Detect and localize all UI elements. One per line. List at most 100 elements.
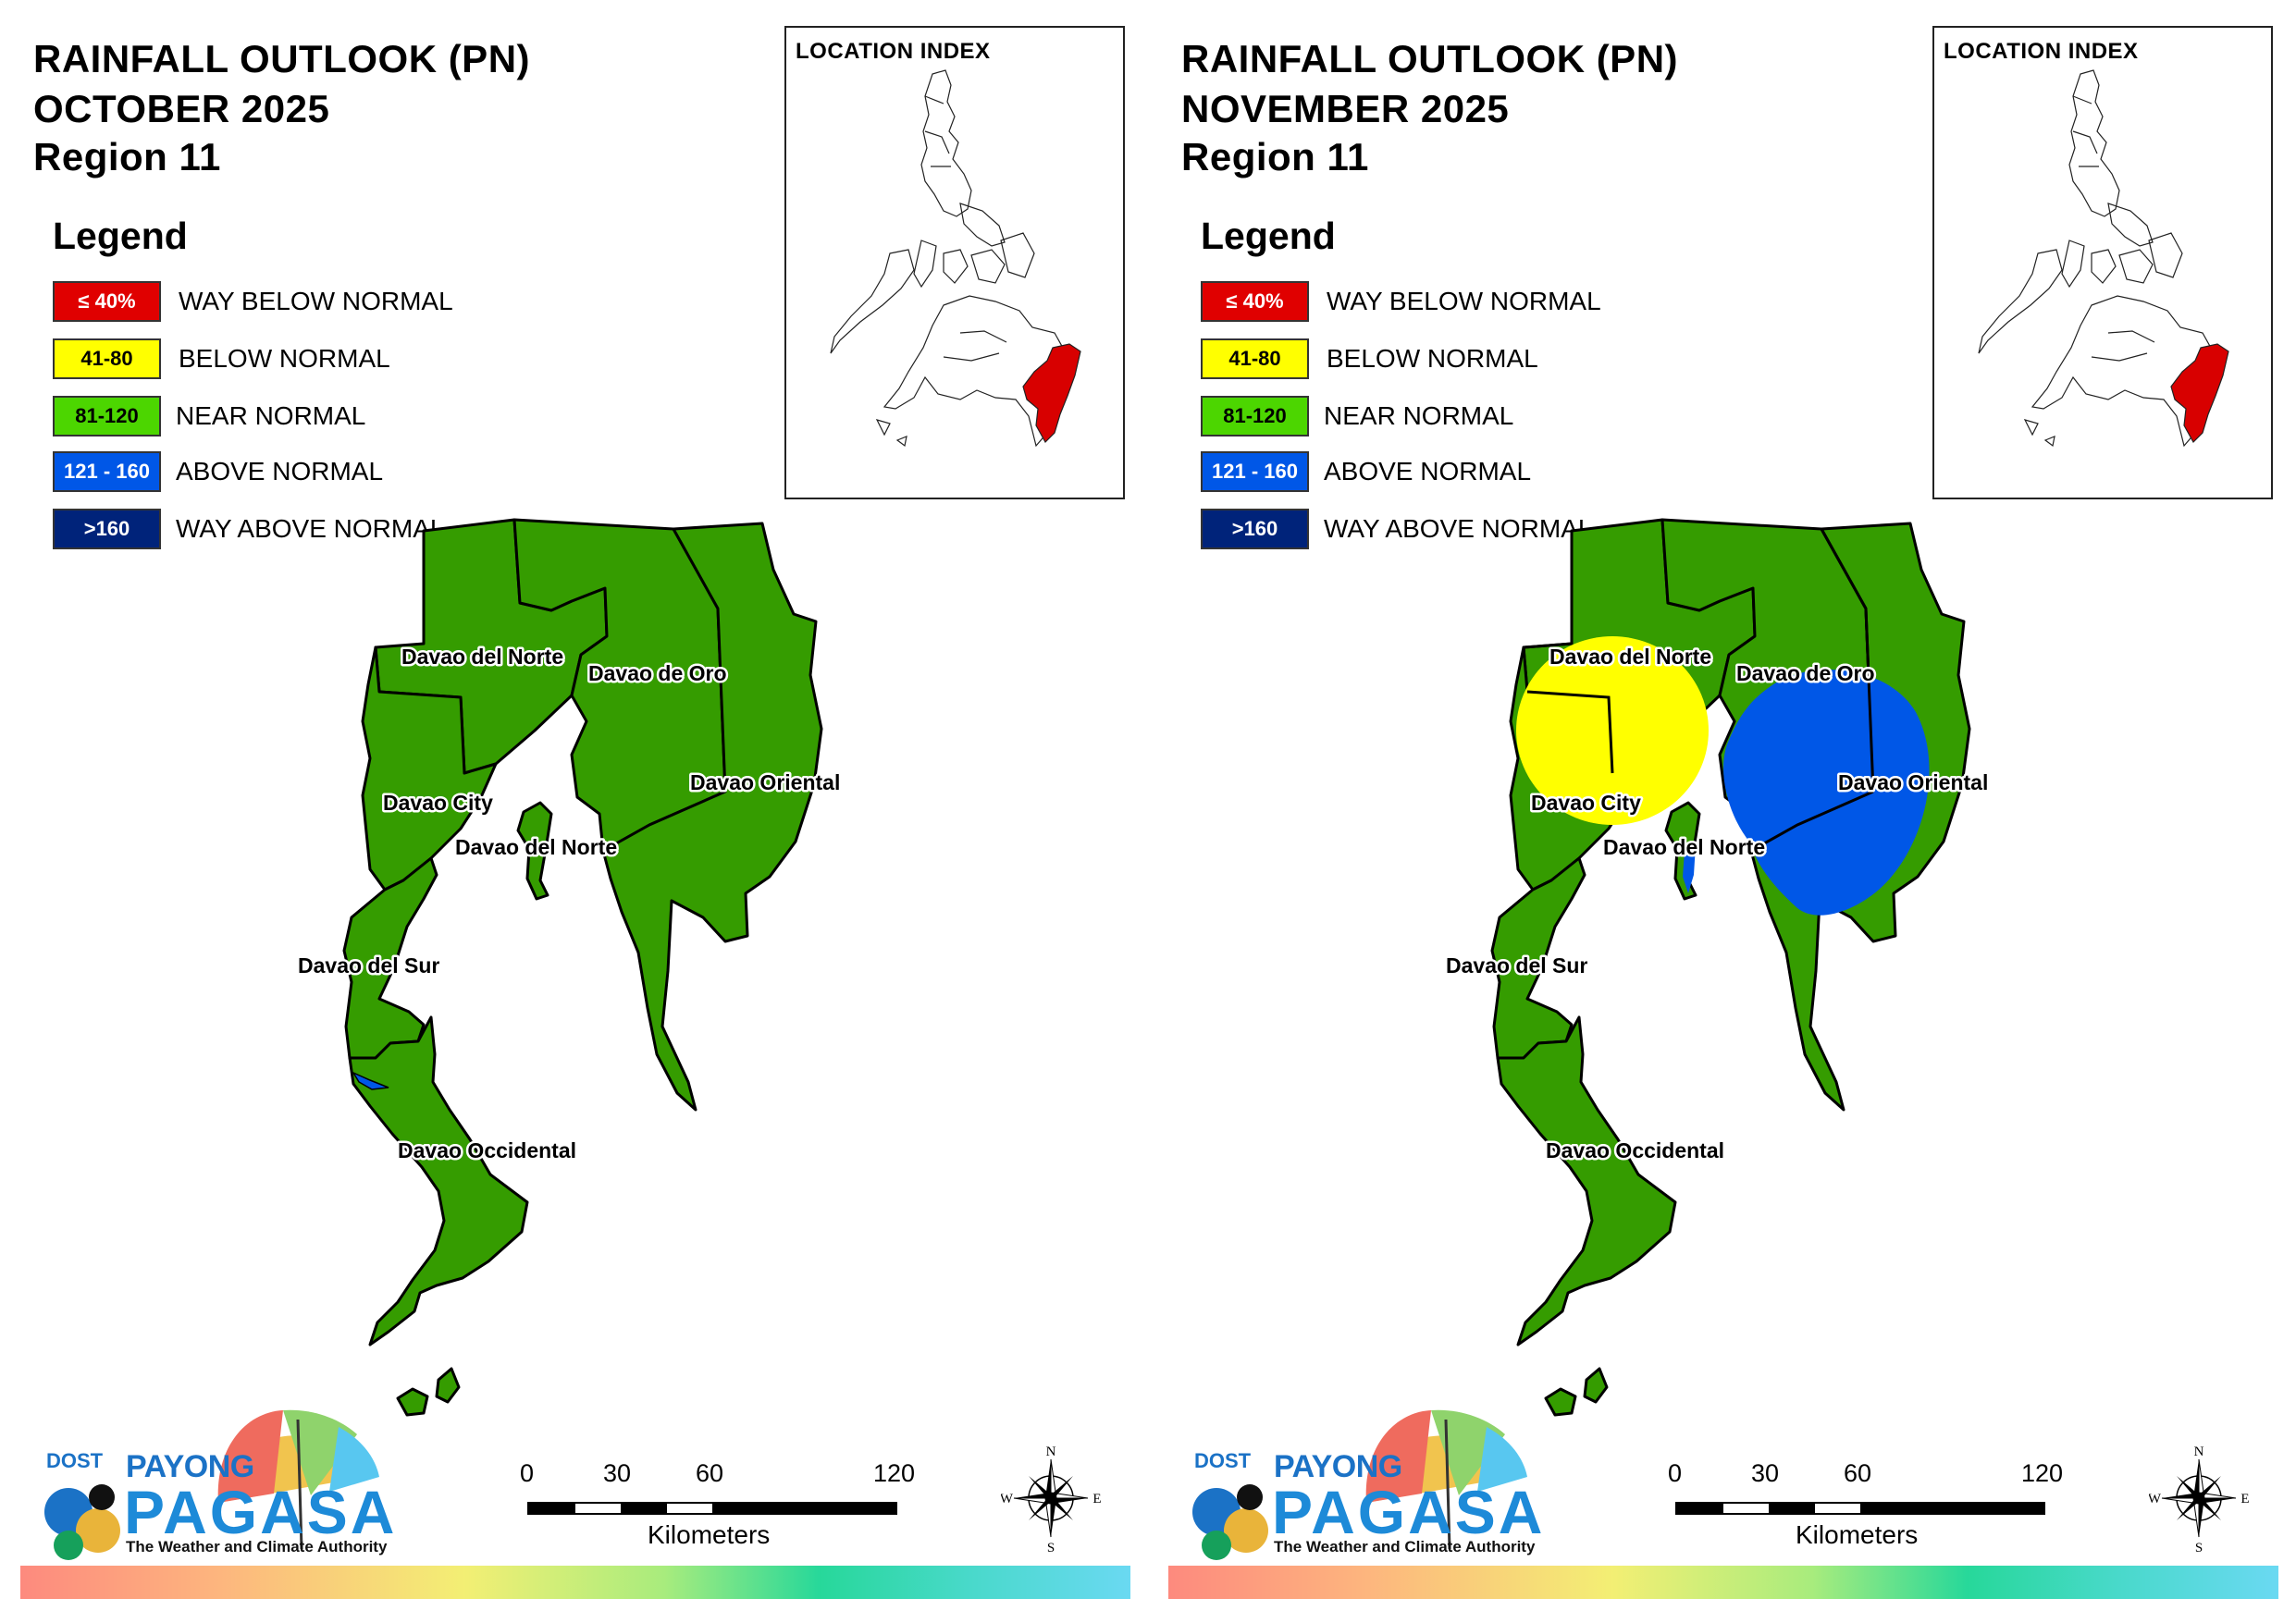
rainfall-overlay: [1516, 528, 1930, 916]
legend-swatch: 81-120: [53, 396, 161, 436]
scale-unit: Kilometers: [648, 1520, 771, 1549]
label-davao-del-norte: Davao del Norte: [1549, 645, 1711, 669]
label-davao-oriental: Davao Oriental: [690, 770, 840, 794]
legend-label: NEAR NORMAL: [1324, 401, 1514, 430]
province-davao-del-sur: [342, 856, 438, 1060]
scale-tick: 30: [603, 1459, 632, 1487]
label-davao-de-oro: Davao de Oro: [1736, 661, 1875, 685]
legend-swatch: 121 - 160: [53, 451, 161, 492]
footer-gradient-bar: [20, 1566, 1130, 1599]
label-davao-del-norte: Davao del Norte: [401, 645, 563, 669]
label-davao-city: Davao City: [1531, 791, 1641, 815]
map-month: OCTOBER 2025: [33, 87, 330, 130]
scale-tick: 60: [1844, 1459, 1872, 1487]
below-normal-area: [1516, 636, 1709, 825]
label-davao-del-norte-samal: Davao del Norte: [1603, 835, 1765, 859]
location-index-inset: LOCATION INDEX: [1932, 26, 2273, 499]
legend-swatch: 41-80: [53, 338, 161, 379]
umbrella-logo-icon: [44, 1409, 379, 1560]
legend-label: WAY BELOW NORMAL: [1327, 287, 1601, 315]
legend-label: BELOW NORMAL: [1327, 344, 1538, 373]
logo-pagasa: PAGASA: [124, 1478, 398, 1546]
philippines-outline-map: [1978, 69, 2229, 448]
province-davao-occidental: [348, 1015, 529, 1346]
legend-label: WAY ABOVE NORMAL: [176, 514, 445, 543]
label-davao-occidental: Davao Occidental: [1546, 1138, 1724, 1162]
map-panel-october: RAINFALL OUTLOOK (PN) OCTOBER 2025 Regio…: [20, 26, 1130, 1599]
balut-island: [396, 1387, 429, 1417]
region-map: Davao del Norte Davao de Oro Davao Orien…: [1444, 518, 1991, 1417]
map-month: NOVEMBER 2025: [1181, 87, 1510, 130]
umbrella-logo-icon: [1192, 1409, 1527, 1560]
footer-gradient-bar: [1168, 1566, 2278, 1599]
region-map: Davao del Norte Davao de Oro Davao Orien…: [296, 518, 843, 1417]
philippines-outline-map: [830, 69, 1081, 448]
legend-label: ABOVE NORMAL: [1324, 457, 1532, 486]
compass-e: E: [2240, 1492, 2249, 1506]
map-title: RAINFALL OUTLOOK (PN): [33, 37, 531, 80]
legend-swatch: >160: [53, 509, 161, 549]
sarangani-island: [1583, 1367, 1609, 1404]
compass-rose-icon: N S E W: [1000, 1443, 1102, 1555]
label-davao-del-norte-samal: Davao del Norte: [455, 835, 617, 859]
compass-e: E: [1092, 1492, 1101, 1506]
above-normal-area: [1723, 670, 1930, 916]
scale-bar: 0 30 60 120 Kilometers: [1668, 1459, 2064, 1549]
scale-tick: 120: [2021, 1459, 2064, 1487]
logo-tagline: The Weather and Climate Authority: [1274, 1538, 1536, 1555]
payong-pagasa-logo: DOST PAYONG PAGASA The Weather and Clima…: [33, 1392, 403, 1568]
logo-payong: PAYONG: [126, 1449, 254, 1484]
map-region: Region 11: [1181, 135, 1369, 178]
logo-pagasa: PAGASA: [1272, 1478, 1546, 1546]
label-davao-del-sur: Davao del Sur: [298, 953, 439, 977]
map-panel-november: RAINFALL OUTLOOK (PN) NOVEMBER 2025 Regi…: [1148, 0, 2296, 1623]
legend-swatch: 121 - 160: [1201, 451, 1309, 492]
province-shapes: [342, 518, 823, 1417]
legend-swatch: ≤ 40%: [1201, 281, 1309, 322]
legend-label: WAY BELOW NORMAL: [179, 287, 453, 315]
province-davao-oriental: [601, 522, 823, 1112]
legend-label: BELOW NORMAL: [179, 344, 390, 373]
sarangani-island: [435, 1367, 461, 1404]
logo-dost: DOST: [1194, 1449, 1252, 1472]
label-davao-de-oro: Davao de Oro: [588, 661, 727, 685]
province-davao-occidental: [1496, 1015, 1677, 1346]
legend-label: ABOVE NORMAL: [176, 457, 384, 486]
location-index-inset: LOCATION INDEX: [784, 26, 1125, 499]
above-normal-area-samal: [1683, 845, 1696, 893]
map-region: Region 11: [33, 135, 221, 178]
compass-n: N: [1046, 1445, 1056, 1459]
logo-tagline: The Weather and Climate Authority: [126, 1538, 388, 1555]
scale-bar: 0 30 60 120 Kilometers: [520, 1459, 916, 1549]
scale-bar-graphic: [527, 1502, 897, 1515]
scale-tick: 0: [1668, 1459, 1683, 1487]
compass-s: S: [1047, 1541, 1055, 1554]
samal-island: [1664, 801, 1701, 901]
scale-tick: 0: [520, 1459, 535, 1487]
compass-w: W: [2149, 1492, 2162, 1506]
province-davao-del-sur: [1490, 856, 1586, 1060]
payong-pagasa-logo: DOST PAYONG PAGASA The Weather and Clima…: [1181, 1392, 1551, 1568]
compass-n: N: [2194, 1445, 2204, 1459]
legend-swatch: ≤ 40%: [53, 281, 161, 322]
scale-unit: Kilometers: [1796, 1520, 1919, 1549]
compass-rose-icon: N S E W: [2148, 1443, 2250, 1555]
legend-title: Legend: [53, 215, 188, 257]
scale-tick: 120: [873, 1459, 916, 1487]
legend-swatch: 81-120: [1201, 396, 1309, 436]
scale-tick: 30: [1751, 1459, 1780, 1487]
legend-swatch: 41-80: [1201, 338, 1309, 379]
rainfall-overlay: [352, 1071, 389, 1090]
legend-label: WAY ABOVE NORMAL: [1324, 514, 1593, 543]
label-davao-city: Davao City: [383, 791, 493, 815]
compass-s: S: [2195, 1541, 2203, 1554]
compass-w: W: [1001, 1492, 1014, 1506]
samal-island: [516, 801, 553, 901]
logo-dost: DOST: [46, 1449, 104, 1472]
label-davao-del-sur: Davao del Sur: [1446, 953, 1587, 977]
scale-tick: 60: [696, 1459, 724, 1487]
balut-island: [1544, 1387, 1577, 1417]
label-davao-oriental: Davao Oriental: [1838, 770, 1988, 794]
location-index-label: LOCATION INDEX: [796, 39, 991, 64]
legend-title: Legend: [1201, 215, 1336, 257]
